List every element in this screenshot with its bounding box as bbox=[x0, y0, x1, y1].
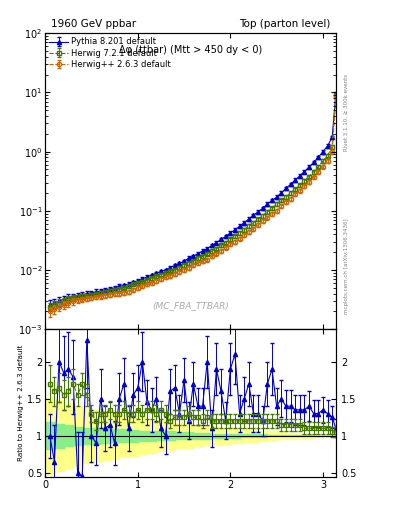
Text: Δφ (ttbar) (Mtt > 450 dy < 0): Δφ (ttbar) (Mtt > 450 dy < 0) bbox=[119, 45, 262, 55]
Text: mcplots.cern.ch [arXiv:1306.3436]: mcplots.cern.ch [arXiv:1306.3436] bbox=[344, 219, 349, 314]
Text: Rivet 3.1.10, ≥ 300k events: Rivet 3.1.10, ≥ 300k events bbox=[344, 74, 349, 151]
Text: (MC_FBA_TTBAR): (MC_FBA_TTBAR) bbox=[152, 301, 229, 310]
Text: 1960 GeV ppbar: 1960 GeV ppbar bbox=[51, 19, 136, 29]
Y-axis label: Ratio to Herwig++ 2.6.3 default: Ratio to Herwig++ 2.6.3 default bbox=[18, 345, 24, 461]
Text: Top (parton level): Top (parton level) bbox=[239, 19, 330, 29]
Legend: Pythia 8.201 default, Herwig 7.2.1 default, Herwig++ 2.6.3 default: Pythia 8.201 default, Herwig 7.2.1 defau… bbox=[48, 36, 173, 70]
